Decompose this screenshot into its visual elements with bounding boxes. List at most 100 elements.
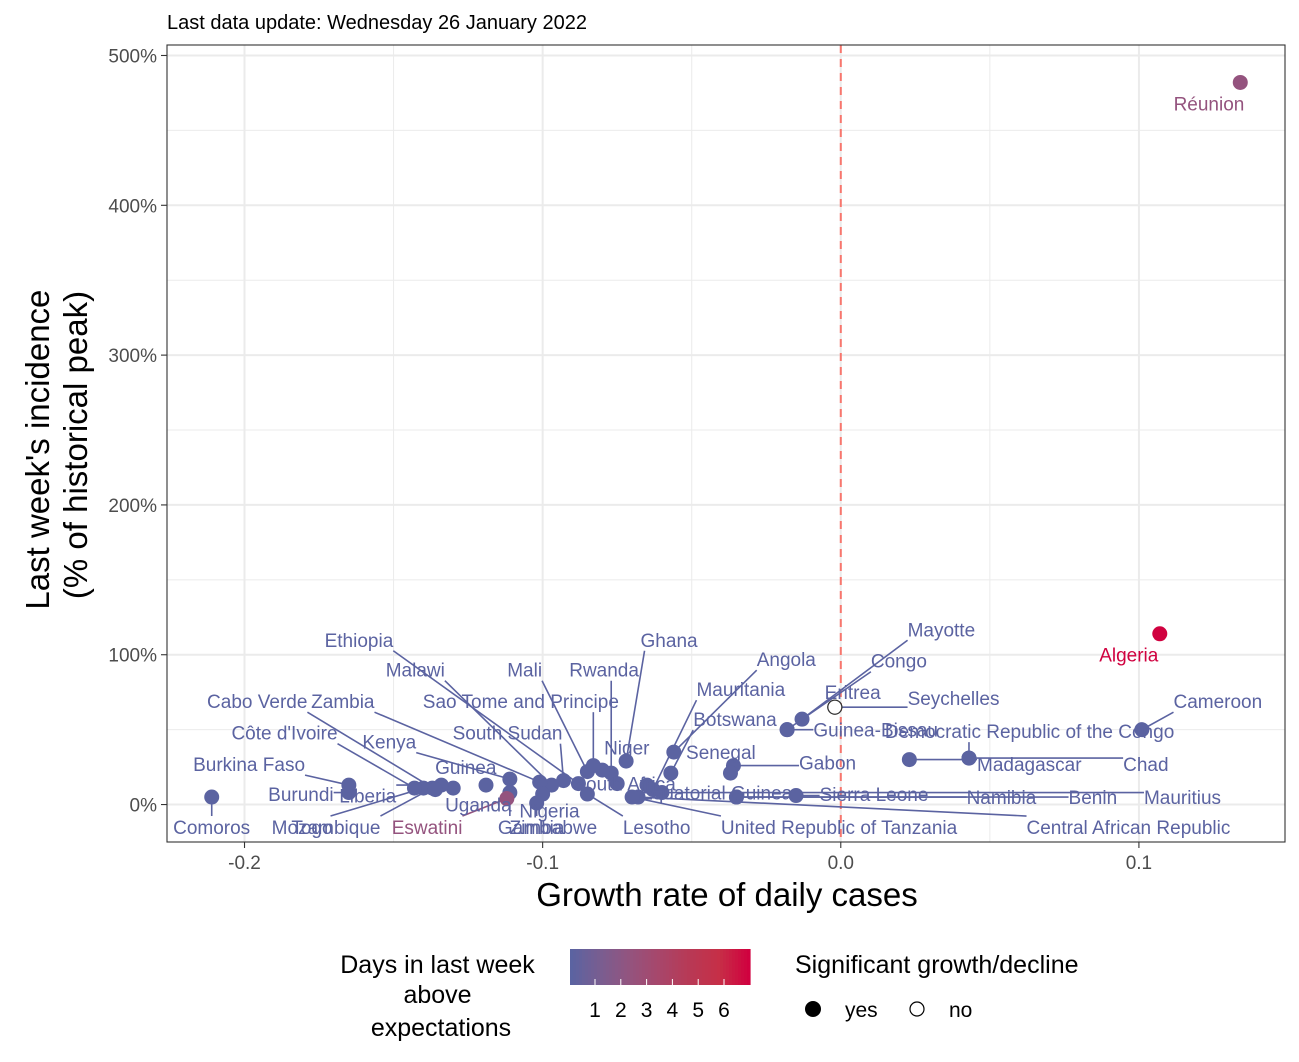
data-label: Ghana bbox=[641, 631, 698, 652]
data-label: Congo bbox=[871, 652, 927, 673]
label-leader-line bbox=[337, 742, 415, 789]
data-label: Central African Republic bbox=[1027, 818, 1231, 839]
legend-color-bar-segment bbox=[612, 949, 616, 985]
legend-color-bar-segment bbox=[579, 949, 583, 985]
legend-yes-label: yes bbox=[845, 999, 878, 1022]
data-point bbox=[618, 753, 634, 769]
data-label: Botswana bbox=[693, 710, 777, 731]
label-leader-line bbox=[444, 680, 553, 786]
legend-filled-circle-icon bbox=[805, 1001, 821, 1017]
legend-color-bar bbox=[570, 949, 751, 985]
data-label: Namibia bbox=[967, 788, 1037, 809]
data-label: Togo bbox=[291, 818, 332, 839]
label-leader-line bbox=[462, 797, 508, 817]
legend-color-bar-segment bbox=[687, 949, 691, 985]
legend-color-bar-segment bbox=[708, 949, 712, 985]
data-label: Niger bbox=[604, 739, 650, 760]
legend-color-bar-segment bbox=[684, 949, 688, 985]
legend-color-bar-segment bbox=[666, 949, 670, 985]
legend-color-bar-segment bbox=[693, 949, 697, 985]
y-axis-title: Last week's incidence (% of historical p… bbox=[19, 280, 94, 609]
chart-subtitle: Last data update: Wednesday 26 January 2… bbox=[167, 12, 587, 34]
data-label: Ethiopia bbox=[325, 631, 394, 652]
legend-color-title: Days in last week above expectations bbox=[340, 951, 541, 1042]
data-point bbox=[961, 750, 977, 766]
data-label: Madagascar bbox=[977, 755, 1082, 776]
y-tick-label: 400% bbox=[108, 196, 157, 217]
data-label: Guinea-Bissau bbox=[813, 721, 938, 742]
data-label: Malawi bbox=[386, 661, 445, 682]
data-label: Eritrea bbox=[825, 683, 881, 704]
legend-color-bar-segment bbox=[642, 949, 646, 985]
data-point bbox=[445, 780, 461, 796]
legend-color-label: 3 bbox=[641, 999, 653, 1022]
legend-color-label: 5 bbox=[692, 999, 704, 1022]
y-tick-label: 300% bbox=[108, 346, 157, 367]
grid-minor bbox=[167, 45, 1285, 842]
data-point bbox=[570, 776, 586, 792]
legend-color-bar-segment bbox=[606, 949, 610, 985]
legend-color-bar-segment bbox=[594, 949, 598, 985]
label-leader-line bbox=[625, 650, 646, 762]
data-label: Eswatini bbox=[392, 818, 463, 839]
data-point bbox=[341, 777, 357, 793]
y-tick-label: 100% bbox=[108, 646, 157, 667]
x-axis-ticks: -0.2 -0.1 0.0 0.1 bbox=[228, 842, 1152, 874]
legend-color-bar-segment bbox=[744, 949, 748, 985]
data-label: Senegal bbox=[686, 743, 756, 764]
legend-color-bar-segment bbox=[651, 949, 655, 985]
data-point bbox=[639, 777, 655, 793]
legend-color-bar-segment bbox=[627, 949, 631, 985]
legend-color-bar-segment bbox=[696, 949, 700, 985]
legend-color-bar-segment bbox=[699, 949, 703, 985]
legend-color-title-line-3: expectations bbox=[371, 1014, 511, 1042]
legend-significance: Significant growth/decline yes no bbox=[795, 951, 1079, 1022]
legend-color-bar-segment bbox=[738, 949, 742, 985]
panel-border bbox=[166, 44, 1286, 843]
data-label: Liberia bbox=[339, 787, 396, 808]
data-label: Zimbabwe bbox=[510, 818, 598, 839]
data-label: Mayotte bbox=[908, 620, 976, 641]
legend-color-bar-segment bbox=[636, 949, 640, 985]
data-label: Gabon bbox=[799, 754, 856, 775]
data-point bbox=[499, 791, 515, 807]
legend-color-bar-segment bbox=[669, 949, 673, 985]
legend-color-bar-segment bbox=[621, 949, 625, 985]
data-point bbox=[728, 789, 744, 805]
data-label: Chad bbox=[1123, 755, 1168, 776]
legend-color-bar-segment bbox=[678, 949, 682, 985]
data-point bbox=[663, 765, 679, 781]
data-label: Côte d'Ivoire bbox=[231, 724, 337, 745]
data-point bbox=[901, 752, 917, 768]
data-point bbox=[529, 795, 545, 811]
label-leader-line bbox=[392, 650, 579, 785]
legend-color-bar-segment bbox=[729, 949, 733, 985]
y-tick-label: 500% bbox=[108, 46, 157, 67]
legend-color-bar-segment bbox=[741, 949, 745, 985]
data-label: Mali bbox=[507, 661, 542, 682]
legend-color-bar-segment bbox=[690, 949, 694, 985]
legend-color-bar-segment bbox=[603, 949, 607, 985]
legend-color-bar-segment bbox=[597, 949, 601, 985]
legend-color-bar-segment bbox=[723, 949, 727, 985]
label-leader-line bbox=[330, 787, 424, 817]
data-label: Comoros bbox=[173, 818, 250, 839]
legend-color-label: 4 bbox=[667, 999, 679, 1022]
data-point bbox=[502, 771, 518, 787]
legend-color-bar-segment bbox=[732, 949, 736, 985]
legend-color-bar-segment bbox=[714, 949, 718, 985]
legend-color-bar-segment bbox=[600, 949, 604, 985]
legend-color-bar-segment bbox=[717, 949, 721, 985]
data-label: Sierra Leone bbox=[820, 785, 929, 806]
data-point bbox=[579, 786, 595, 802]
label-leader-line bbox=[374, 711, 540, 783]
data-point bbox=[478, 777, 494, 793]
data-point bbox=[722, 765, 738, 781]
data-label: Cabo Verde bbox=[207, 692, 307, 713]
legend-color-bar-segment bbox=[672, 949, 676, 985]
legend-color-bar-segment bbox=[702, 949, 706, 985]
label-leader-lines bbox=[210, 639, 1174, 817]
legend-color-bar-segment bbox=[681, 949, 685, 985]
legend-color-bar-segment bbox=[720, 949, 724, 985]
